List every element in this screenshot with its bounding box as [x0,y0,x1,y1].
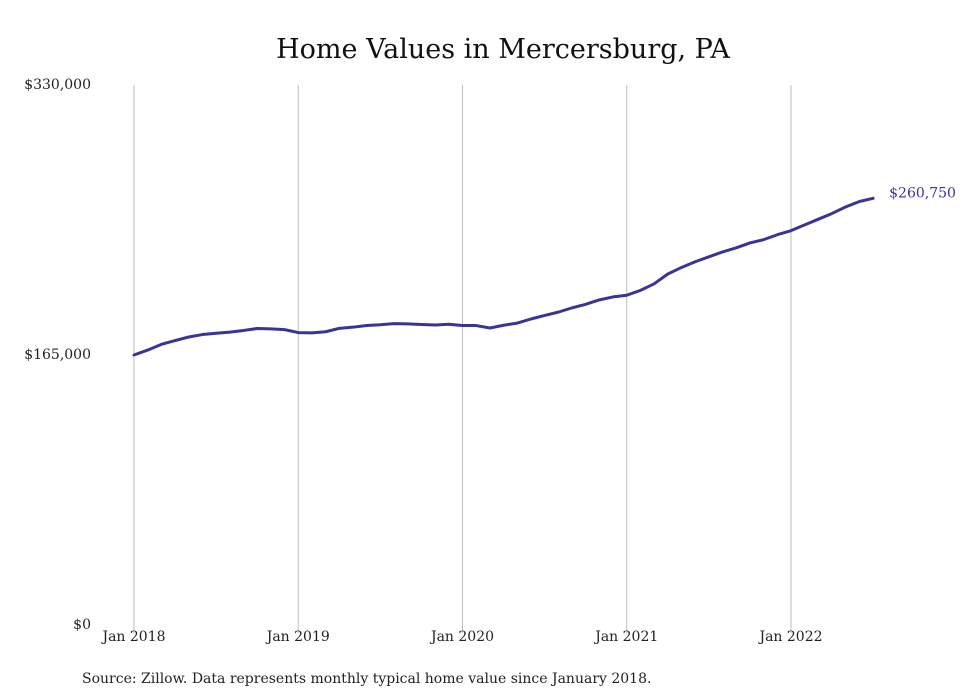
y-axis: $0 $165,000 $330,000 [24,77,91,633]
x-tick-label: Jan 2020 [429,629,494,645]
y-tick-label: $165,000 [24,347,91,363]
x-tick-label: Jan 2022 [757,629,822,645]
series-line [132,196,875,357]
y-tick-label: $330,000 [24,77,91,93]
x-tick-label: Jan 2021 [593,629,658,645]
y-tick-label: $0 [73,617,91,633]
series: $260,750 [132,185,956,357]
x-axis: Jan 2018 Jan 2019 Jan 2020 Jan 2021 Jan 2022 [100,629,822,645]
grid [133,85,792,633]
chart-title: Home Values in Mercersburg, PA [276,34,730,65]
end-value-label: $260,750 [889,185,956,201]
source-note: Source: Zillow. Data represents monthly … [82,671,651,687]
x-tick-label: Jan 2018 [100,629,165,645]
x-tick-label: Jan 2019 [265,629,330,645]
